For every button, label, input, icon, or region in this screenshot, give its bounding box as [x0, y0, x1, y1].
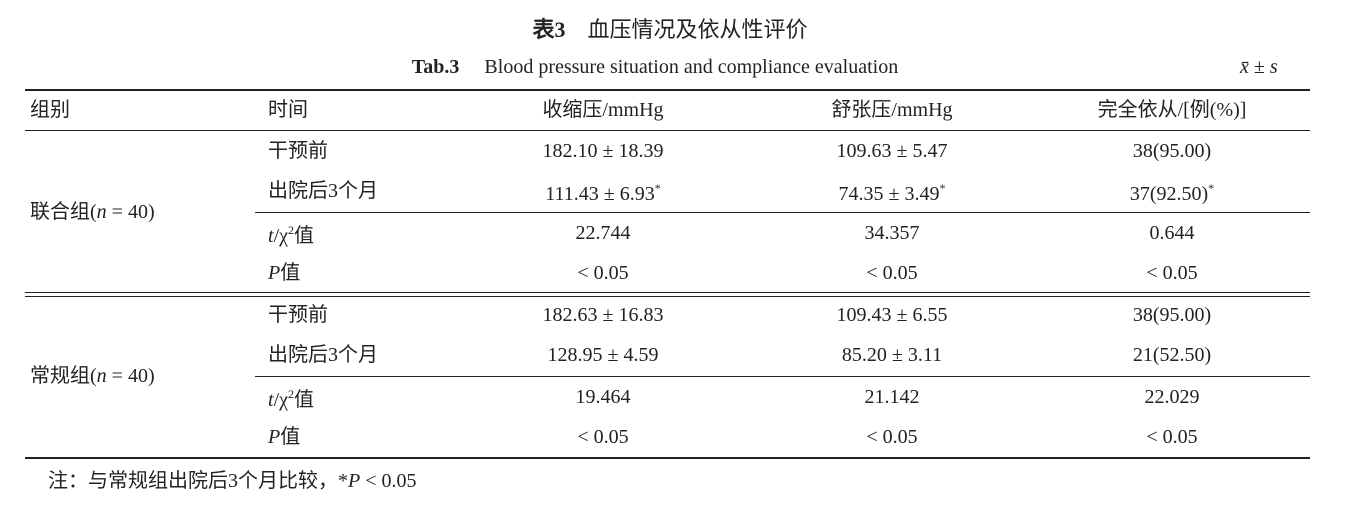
text-segment: 联合组(	[30, 201, 97, 223]
text-segment: *	[654, 181, 661, 195]
text-segment: 值	[294, 389, 314, 411]
text-segment: 常规组(	[30, 365, 97, 387]
text-segment: 74.35 ± 3.49	[838, 183, 940, 205]
text-segment: 值	[294, 225, 314, 247]
table-cell: < 0.05	[1146, 426, 1198, 448]
table-cell: 38(95.00)	[1132, 140, 1212, 162]
title-label: 表3	[532, 17, 566, 42]
table-cell: 21.142	[864, 386, 920, 408]
table-cell: P值	[268, 425, 300, 449]
table-note: 注：与常规组出院后3个月比较，*P < 0.05	[48, 469, 417, 493]
group-label: 常规组(n = 40)	[30, 364, 155, 388]
text-segment: 值	[280, 426, 301, 448]
text-segment: x̄	[1240, 56, 1249, 78]
rule	[25, 296, 1310, 297]
table-cell: 85.20 ± 3.11	[841, 344, 943, 366]
table-cell: 182.10 ± 18.39	[542, 140, 664, 162]
table-title: 表3 血压情况及依从性评价	[532, 18, 807, 42]
table-cell: t/χ2值	[268, 382, 314, 412]
table-cell: 21(52.50)	[1132, 344, 1212, 366]
header-cell: 完全依从/[例(%)]	[1097, 99, 1247, 121]
text-segment: 注：与常规组出院后3个月比较，*	[48, 470, 348, 492]
text-segment: *	[1208, 181, 1215, 195]
table-cell: 109.63 ± 5.47	[836, 140, 948, 162]
text-segment: n	[96, 201, 107, 223]
table-cell: 37(92.50)*	[1130, 176, 1214, 206]
table-cell: 182.63 ± 16.83	[542, 304, 664, 326]
text-segment: n	[96, 365, 107, 387]
table-cell: 34.357	[864, 222, 920, 244]
header-cell: 时间	[268, 99, 308, 121]
text-segment: < 0.05	[360, 470, 417, 492]
text-segment: t	[268, 225, 274, 247]
text-segment: ±	[1248, 56, 1270, 78]
header-cell: 舒张压/mmHg	[831, 99, 953, 121]
table-cell: < 0.05	[577, 426, 629, 448]
rule	[255, 212, 1310, 213]
text-segment: s	[1269, 56, 1278, 78]
table-cell: 22.744	[575, 222, 631, 244]
table-cell: 0.644	[1149, 222, 1195, 244]
table-cell: < 0.05	[1146, 262, 1198, 284]
table-cell: 22.029	[1144, 386, 1200, 408]
subtitle-label: Tab.3	[411, 56, 460, 78]
header-cell: 组别	[30, 99, 70, 121]
table-cell: 38(95.00)	[1132, 304, 1212, 326]
table-cell: P值	[268, 261, 300, 285]
rule	[25, 292, 1310, 293]
rule	[255, 376, 1310, 377]
text-segment: 值	[280, 262, 301, 284]
table-cell: 109.43 ± 6.55	[836, 304, 948, 326]
stat-marker: x̄ ± s	[1240, 55, 1278, 79]
rule	[25, 89, 1310, 91]
text-segment: *	[939, 181, 946, 195]
table-cell: < 0.05	[866, 426, 918, 448]
table-cell: 74.35 ± 3.49*	[839, 176, 946, 206]
table-cell: t/χ2值	[268, 218, 314, 248]
text-segment: 2	[288, 223, 294, 237]
table-cell: < 0.05	[866, 262, 918, 284]
text-segment: t	[268, 389, 274, 411]
table-subtitle: Tab.3 Blood pressure situation and compl…	[412, 55, 898, 79]
text-segment: /χ	[273, 225, 288, 247]
table-cell: 出院后3个月	[268, 180, 378, 202]
subtitle-text: Blood pressure situation and compliance …	[484, 56, 899, 78]
text-segment: 2	[288, 387, 294, 401]
text-segment: 37(92.50)	[1129, 183, 1209, 205]
text-segment: 111.43 ± 6.93	[545, 183, 655, 205]
table-cell: 128.95 ± 4.59	[547, 344, 659, 366]
text-segment: P	[268, 262, 281, 284]
title-text: 血压情况及依从性评价	[587, 17, 808, 42]
group-label: 联合组(n = 40)	[30, 200, 155, 224]
table-cell: 干预前	[268, 140, 328, 162]
text-segment: P	[348, 470, 361, 492]
text-segment: P	[268, 426, 281, 448]
rule	[25, 130, 1310, 131]
rule	[25, 457, 1310, 459]
text-segment: = 40)	[106, 365, 155, 387]
header-cell: 收缩压/mmHg	[542, 99, 664, 121]
table-cell: 出院后3个月	[268, 344, 378, 366]
text-segment: /χ	[273, 389, 288, 411]
table-cell: < 0.05	[577, 262, 629, 284]
table-cell: 111.43 ± 6.93*	[545, 176, 661, 206]
text-segment: = 40)	[106, 201, 155, 223]
table-cell: 干预前	[268, 304, 328, 326]
table-cell: 19.464	[575, 386, 631, 408]
